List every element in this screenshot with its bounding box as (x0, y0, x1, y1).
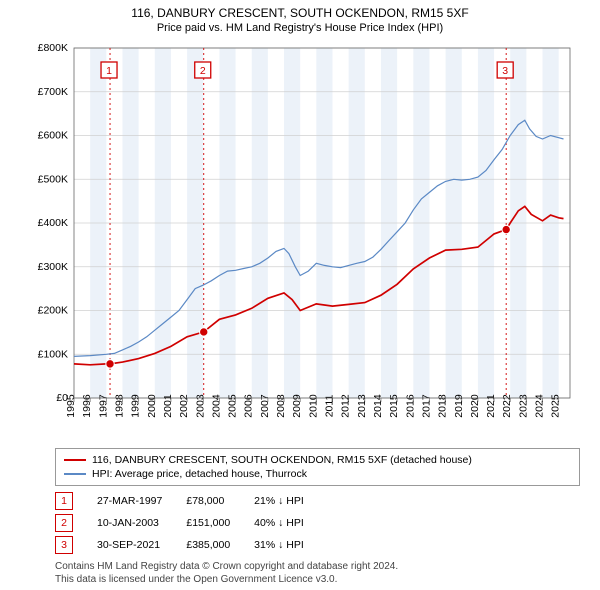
marker-date: 30-SEP-2021 (97, 534, 186, 556)
footer-line: This data is licensed under the Open Gov… (55, 573, 580, 586)
marker-badge: 1 (55, 492, 73, 510)
legend-label: 116, DANBURY CRESCENT, SOUTH OCKENDON, R… (92, 454, 472, 466)
marker-price: £78,000 (186, 490, 254, 512)
svg-text:£800K: £800K (38, 42, 68, 54)
marker-date: 27-MAR-1997 (97, 490, 186, 512)
sale-markers-table: 1 27-MAR-1997£78,00021% ↓ HPI 2 10-JAN-2003… (55, 490, 328, 556)
svg-text:£600K: £600K (38, 130, 68, 142)
legend-item: 116, DANBURY CRESCENT, SOUTH OCKENDON, R… (64, 453, 571, 467)
marker-badge: 3 (55, 536, 73, 554)
marker-delta: 21% ↓ HPI (254, 490, 328, 512)
page-subtitle: Price paid vs. HM Land Registry's House … (0, 20, 600, 40)
price-chart: £0£100K£200K£300K£400K£500K£600K£700K£80… (20, 40, 580, 440)
legend-swatch (64, 459, 86, 461)
page-title: 116, DANBURY CRESCENT, SOUTH OCKENDON, R… (0, 0, 600, 20)
svg-text:£200K: £200K (38, 305, 68, 317)
marker-date: 10-JAN-2003 (97, 512, 186, 534)
footer-line: Contains HM Land Registry data © Crown c… (55, 560, 580, 573)
legend: 116, DANBURY CRESCENT, SOUTH OCKENDON, R… (55, 448, 580, 486)
svg-text:1: 1 (106, 65, 112, 77)
svg-text:£100K: £100K (38, 348, 68, 360)
marker-delta: 40% ↓ HPI (254, 512, 328, 534)
legend-swatch (64, 473, 86, 475)
marker-price: £151,000 (186, 512, 254, 534)
marker-row: 1 27-MAR-1997£78,00021% ↓ HPI (55, 490, 328, 512)
marker-badge: 2 (55, 514, 73, 532)
marker-row: 3 30-SEP-2021£385,00031% ↓ HPI (55, 534, 328, 556)
svg-text:£400K: £400K (38, 217, 68, 229)
svg-text:2: 2 (200, 65, 206, 77)
svg-text:£500K: £500K (38, 173, 68, 185)
legend-label: HPI: Average price, detached house, Thur… (92, 468, 307, 480)
marker-price: £385,000 (186, 534, 254, 556)
svg-text:£300K: £300K (38, 261, 68, 273)
legend-item: HPI: Average price, detached house, Thur… (64, 467, 571, 481)
marker-delta: 31% ↓ HPI (254, 534, 328, 556)
footer-attribution: Contains HM Land Registry data © Crown c… (55, 560, 580, 586)
marker-row: 2 10-JAN-2003£151,00040% ↓ HPI (55, 512, 328, 534)
svg-text:£700K: £700K (38, 86, 68, 98)
svg-text:3: 3 (502, 65, 508, 77)
